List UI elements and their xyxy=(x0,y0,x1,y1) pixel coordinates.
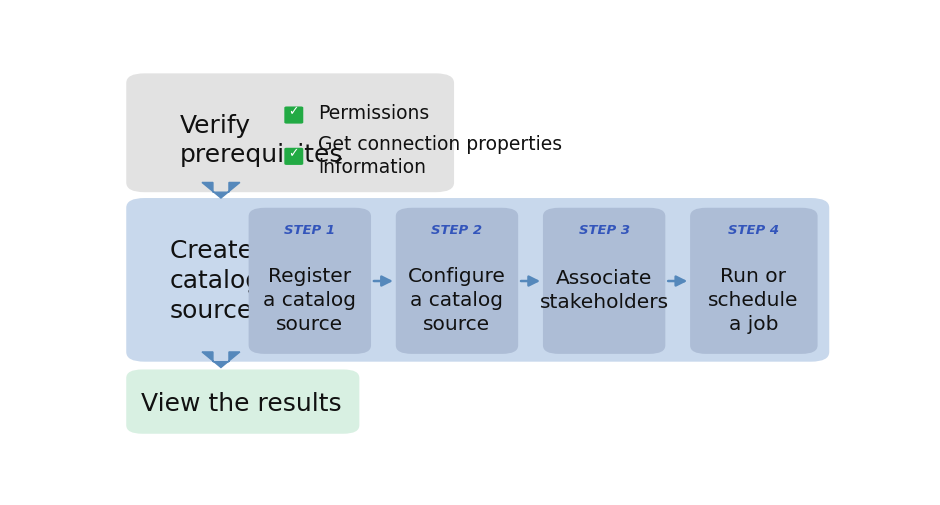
FancyBboxPatch shape xyxy=(284,107,304,124)
Text: Verify
prerequisites: Verify prerequisites xyxy=(180,114,343,167)
Text: ✓: ✓ xyxy=(289,106,299,118)
Text: Associate
stakeholders: Associate stakeholders xyxy=(540,269,668,312)
Text: ✓: ✓ xyxy=(289,146,299,160)
FancyBboxPatch shape xyxy=(126,198,829,362)
FancyBboxPatch shape xyxy=(248,209,371,354)
Text: Get connection properties
information: Get connection properties information xyxy=(318,135,562,177)
Text: Permissions: Permissions xyxy=(318,104,429,123)
FancyBboxPatch shape xyxy=(126,370,359,434)
Text: STEP 2: STEP 2 xyxy=(431,223,482,236)
FancyBboxPatch shape xyxy=(284,148,304,166)
FancyArrow shape xyxy=(202,183,240,198)
Text: Register
a catalog
source: Register a catalog source xyxy=(263,266,356,333)
Text: STEP 3: STEP 3 xyxy=(579,223,630,236)
FancyArrow shape xyxy=(202,352,240,368)
FancyBboxPatch shape xyxy=(396,209,518,354)
Text: View the results: View the results xyxy=(141,391,341,415)
Text: Run or
schedule
a job: Run or schedule a job xyxy=(708,266,799,333)
Text: Create the
catalog
source: Create the catalog source xyxy=(170,239,302,322)
FancyBboxPatch shape xyxy=(690,209,818,354)
FancyBboxPatch shape xyxy=(126,74,454,193)
FancyBboxPatch shape xyxy=(543,209,666,354)
Text: Configure
a catalog
source: Configure a catalog source xyxy=(408,266,506,333)
Text: STEP 4: STEP 4 xyxy=(728,223,779,236)
Text: STEP 1: STEP 1 xyxy=(284,223,336,236)
